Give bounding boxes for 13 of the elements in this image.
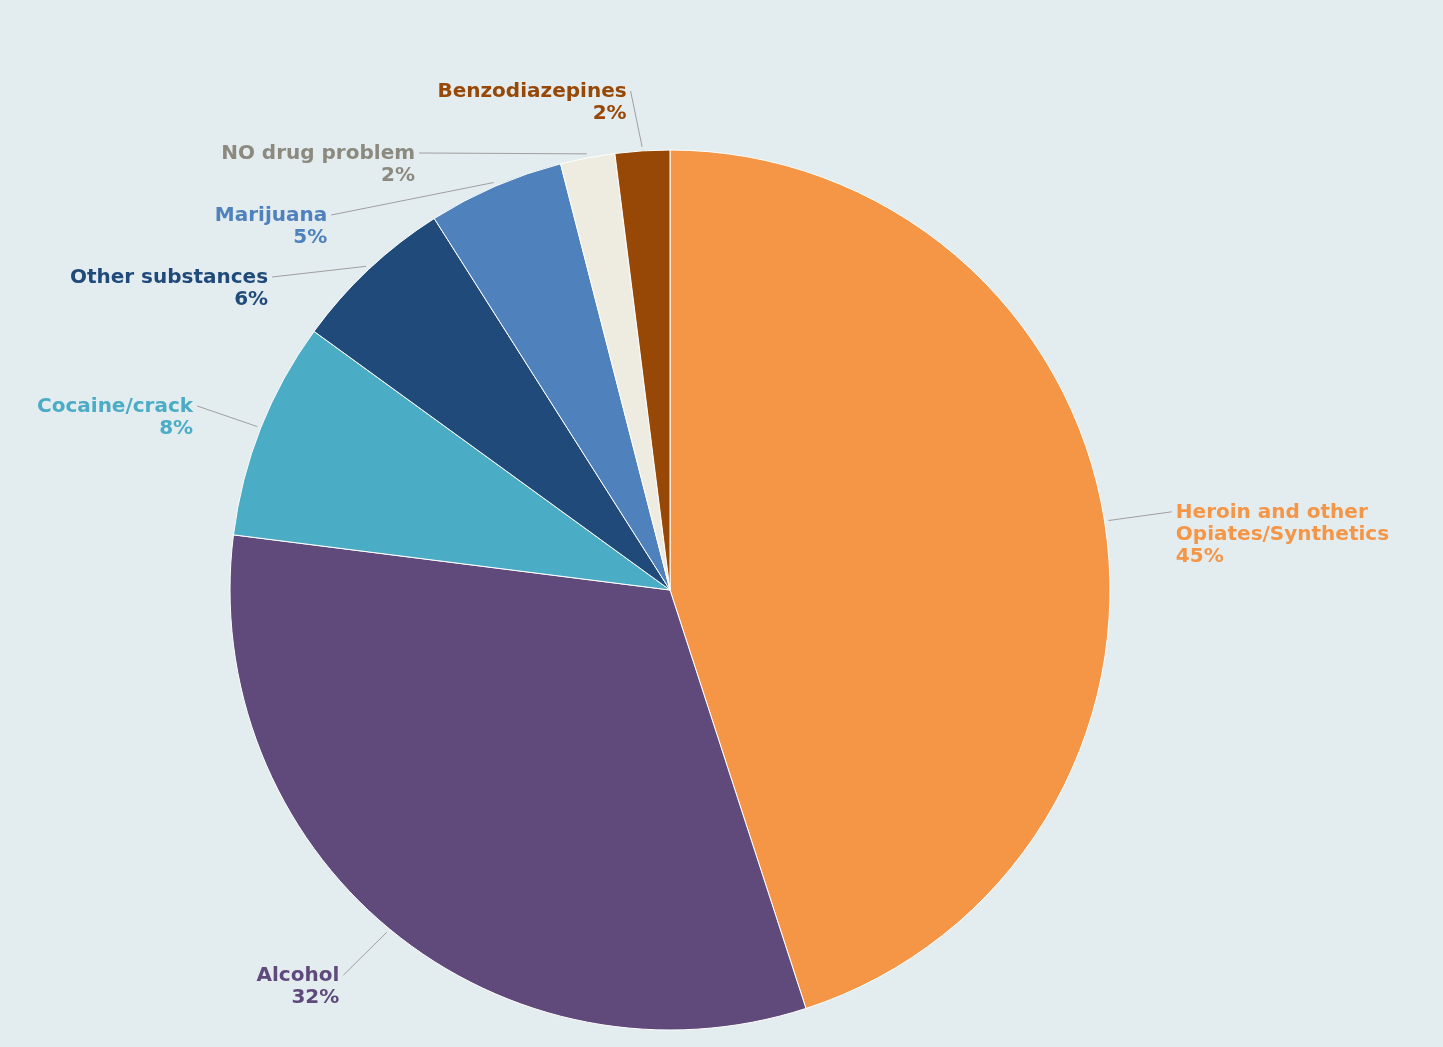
data-label: 32% <box>291 984 340 1009</box>
slice-label: Other substances <box>69 263 269 288</box>
slice-label: Alcohol <box>256 962 340 987</box>
slice-label: Heroin and other Opiates/Synthetics <box>1175 498 1390 545</box>
data-label: 2% <box>381 161 416 186</box>
slice-label: Benzodiazepines <box>437 77 627 102</box>
data-label: 2% <box>592 99 627 124</box>
data-label: 5% <box>293 223 328 248</box>
data-label: 6% <box>234 285 269 310</box>
slice-label: Marijuana <box>214 201 328 226</box>
data-label: 8% <box>159 414 194 439</box>
slice-label: Cocaine/crack <box>37 392 194 417</box>
slice-label: NO drug problem <box>221 139 416 164</box>
